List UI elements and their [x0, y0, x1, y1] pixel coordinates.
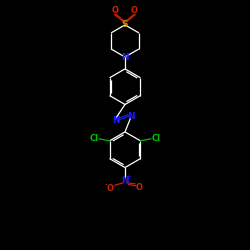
- Text: S: S: [122, 20, 128, 29]
- Text: O: O: [112, 6, 119, 15]
- Text: N: N: [127, 112, 134, 121]
- Text: O: O: [106, 184, 113, 193]
- Text: N: N: [121, 176, 129, 185]
- Text: O: O: [131, 6, 138, 15]
- Text: Cl: Cl: [89, 134, 98, 143]
- Text: O: O: [136, 183, 143, 192]
- Text: N: N: [112, 116, 120, 125]
- Text: Cl: Cl: [152, 134, 161, 143]
- Text: -: -: [104, 180, 107, 189]
- Text: N: N: [121, 52, 129, 62]
- Text: +: +: [126, 174, 132, 180]
